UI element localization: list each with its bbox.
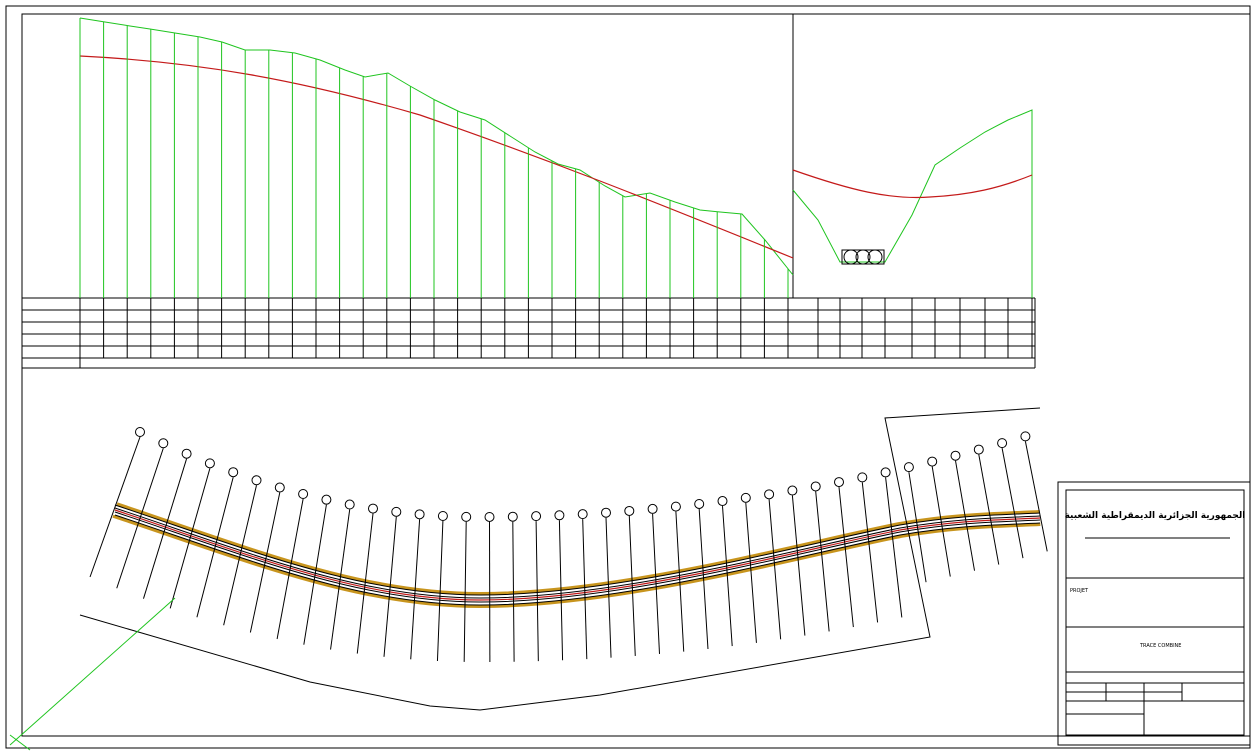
cross-section-design	[793, 170, 1032, 198]
station-line	[513, 522, 514, 662]
station-marker	[182, 449, 191, 458]
station-marker	[951, 451, 960, 460]
station-marker	[741, 493, 750, 502]
station-marker	[438, 511, 447, 520]
title-block-inner	[1066, 490, 1244, 735]
project-label: PROJET	[1070, 588, 1089, 594]
station-marker	[695, 499, 704, 508]
station-line	[792, 496, 804, 636]
station-marker	[205, 459, 214, 468]
station-marker	[625, 506, 634, 515]
info-grid	[1066, 683, 1244, 735]
station-marker	[392, 507, 401, 516]
station-marker	[485, 512, 494, 521]
station-marker	[462, 512, 471, 521]
station-marker	[671, 502, 680, 511]
title-block-frame	[1058, 482, 1250, 745]
terrain-profile	[80, 18, 793, 275]
outer-frame	[6, 6, 1250, 748]
station-marker	[648, 504, 657, 513]
station-marker	[788, 486, 797, 495]
station-line	[769, 499, 781, 639]
station-line	[816, 491, 829, 631]
station-marker	[718, 497, 727, 506]
axis-marker	[10, 598, 175, 745]
station-marker	[322, 495, 331, 504]
station-marker	[858, 473, 867, 482]
station-marker	[811, 482, 820, 491]
station-marker	[345, 500, 354, 509]
station-marker	[998, 439, 1007, 448]
station-marker	[974, 445, 983, 454]
station-marker	[508, 512, 517, 521]
station-marker	[928, 457, 937, 466]
station-marker	[1021, 432, 1030, 441]
station-line	[862, 482, 877, 622]
station-marker	[555, 511, 564, 520]
station-marker	[415, 510, 424, 519]
station-marker	[904, 463, 913, 472]
station-line	[886, 477, 902, 617]
cross-section-terrain	[793, 110, 1032, 298]
header: الجمهورية الجزائرية الديمقراطية الشعبية	[1065, 511, 1246, 521]
station-marker	[881, 468, 890, 477]
station-line	[90, 437, 140, 577]
station-marker	[252, 476, 261, 485]
title-block: الجمهورية الجزائرية الديمقراطية الشعبية …	[1058, 482, 1250, 745]
drawing-title: TRACE COMBINE	[1139, 643, 1181, 649]
station-line	[839, 487, 853, 627]
cad-drawing: الجمهورية الجزائرية الديمقراطية الشعبية …	[0, 0, 1256, 754]
station-marker	[299, 489, 308, 498]
station-marker	[159, 439, 168, 448]
plan-view	[90, 428, 1047, 662]
profile-band	[22, 298, 1035, 368]
station-marker	[136, 428, 145, 437]
station-marker	[835, 478, 844, 487]
profile-verticals	[80, 18, 788, 298]
station-line	[746, 503, 757, 643]
station-line	[979, 455, 999, 565]
station-marker	[602, 508, 611, 517]
station-line	[1002, 448, 1023, 558]
station-marker	[369, 504, 378, 513]
station-marker	[578, 510, 587, 519]
design-profile	[80, 56, 793, 258]
station-marker	[275, 483, 284, 492]
station-line	[1025, 441, 1047, 551]
station-marker	[229, 468, 238, 477]
station-marker	[532, 512, 541, 521]
station-marker	[765, 490, 774, 499]
